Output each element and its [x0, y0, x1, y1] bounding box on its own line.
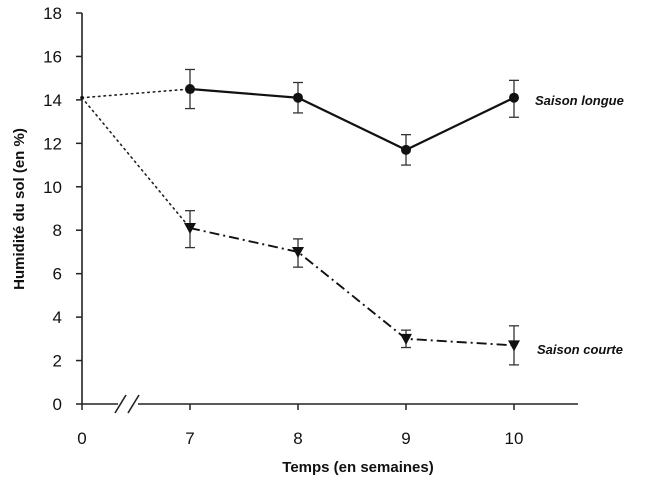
x-axis-title: Temps (en semaines): [282, 459, 433, 476]
y-tick-label: 0: [53, 395, 62, 414]
data-point: [293, 92, 303, 103]
y-tick-label: 10: [43, 178, 62, 197]
series-label-saison-courte: Saison courte: [537, 342, 623, 357]
y-tick-label: 18: [43, 4, 62, 23]
data-point: [508, 340, 520, 352]
x-ticks: 0 7 8 9 10: [77, 404, 523, 448]
series-line: [189, 227, 515, 347]
x-tick-label: 8: [293, 429, 302, 448]
data-point: [184, 223, 196, 235]
x-tick-label: 0: [77, 429, 86, 448]
y-tick-label: 14: [43, 91, 62, 110]
axis-break-mark-1: [114, 394, 127, 414]
y-tick-label: 12: [43, 134, 62, 153]
axis-break: [114, 394, 140, 414]
data-point: [292, 246, 304, 258]
y-axis-title: Humidité du sol (en %): [11, 128, 28, 290]
y-tick-label: 8: [53, 221, 62, 240]
y-ticks: 0 2 4 6 8 10 12 14 16 18: [43, 4, 82, 414]
data-point: [509, 92, 519, 103]
y-tick-label: 6: [53, 265, 62, 284]
start-point: [80, 95, 84, 100]
x-tick-label: 7: [185, 429, 194, 448]
y-tick-label: 16: [43, 47, 62, 66]
series-connector-line: [81, 88, 191, 99]
series-0: [81, 68, 519, 166]
series-connector-line: [81, 96, 191, 229]
x-tick-label: 10: [505, 429, 524, 448]
series-line: [189, 87, 515, 152]
data-point: [401, 144, 411, 155]
y-tick-label: 4: [53, 308, 62, 327]
axis-break-mark-2: [127, 394, 140, 414]
y-axis: Humidité du sol (en %): [11, 13, 83, 404]
x-tick-label: 9: [401, 429, 410, 448]
y-tick-label: 2: [53, 352, 62, 371]
plot-area: [80, 68, 520, 366]
data-point: [400, 333, 412, 345]
x-axis: Temps (en semaines): [82, 394, 578, 476]
data-point: [185, 84, 195, 95]
series-1: [81, 96, 520, 366]
series-label-saison-longue: Saison longue: [535, 93, 624, 108]
